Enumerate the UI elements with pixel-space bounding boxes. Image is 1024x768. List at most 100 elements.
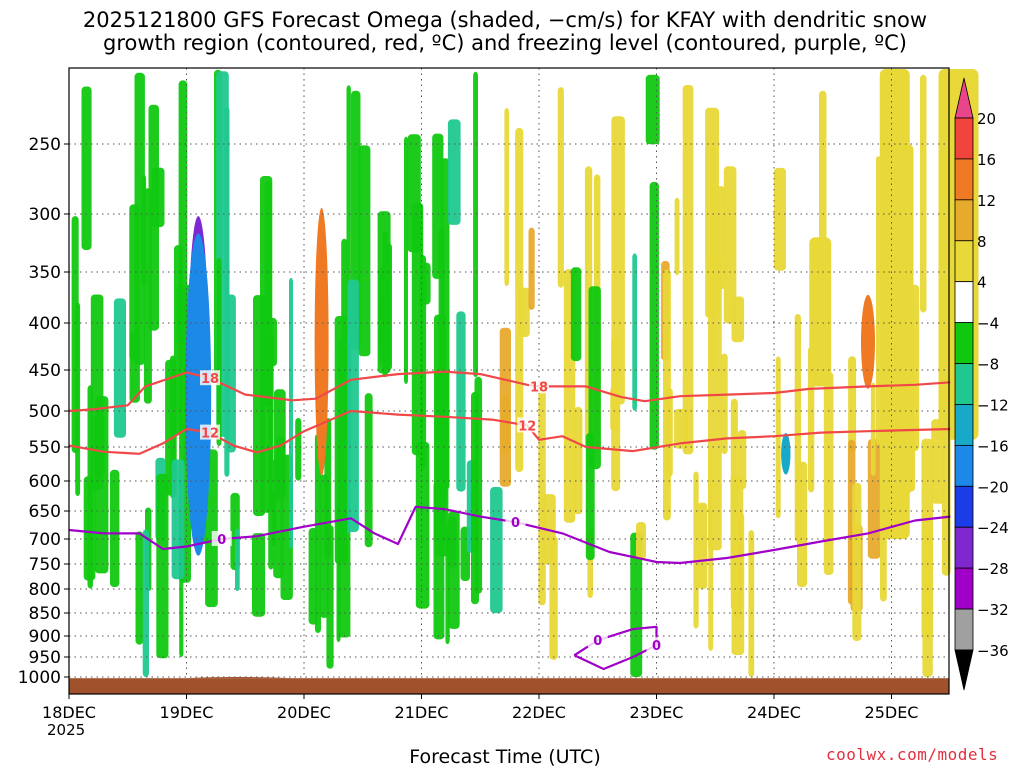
colorbar-label: −8 [977, 356, 999, 374]
omega-streak [216, 257, 222, 447]
colorbar-label: −12 [977, 396, 1009, 414]
omega-streak [697, 502, 708, 590]
y-tick-label: 250 [29, 135, 61, 155]
omega-streak [920, 74, 927, 313]
contour-line [68, 409, 951, 455]
omega-streak [377, 211, 391, 374]
colorbar-segment [954, 322, 974, 364]
omega-streak [490, 487, 503, 614]
omega-streak [364, 393, 373, 548]
omega-streak [264, 181, 272, 407]
omega-streak [649, 181, 659, 450]
omega-streak [921, 438, 933, 638]
omega-streak [473, 71, 478, 378]
contour-label: 18 [201, 372, 219, 387]
omega-streak [693, 471, 699, 629]
colorbar-segment [954, 567, 974, 610]
omega-streak [723, 166, 737, 324]
colorbar-segment [954, 240, 974, 283]
year-label: 2025 [47, 721, 86, 739]
omega-streak [518, 287, 530, 337]
omega-streak [499, 327, 511, 487]
contour-label: 0 [217, 533, 226, 548]
omega-streak [632, 253, 638, 411]
omega-streak [708, 256, 722, 551]
colorbar-segment [954, 526, 974, 569]
x-tick-label: 25DEC [865, 703, 919, 722]
colorbar-segment [954, 444, 974, 487]
omega-streak [645, 74, 660, 145]
omega-streak [81, 86, 92, 250]
y-tick-label: 600 [29, 472, 61, 492]
y-tick-label: 350 [29, 263, 61, 283]
omega-streak [557, 87, 564, 288]
contour-label: 0 [511, 516, 520, 531]
omega-streak [295, 418, 302, 481]
colorbar-label: −28 [977, 560, 1009, 578]
omega-streak [289, 277, 293, 549]
contour-label: 12 [518, 419, 536, 434]
omega-streak [748, 530, 755, 677]
colorbar-label: −36 [977, 642, 1009, 660]
colorbar-arrow-bottom [954, 649, 974, 691]
contour-lines: 18 18 12 12 0 0 0 0 [68, 370, 951, 671]
omega-streak [794, 314, 801, 543]
x-tick-label: 21DEC [395, 703, 449, 722]
colorbar-label: 12 [977, 192, 996, 210]
omega-streak [674, 197, 680, 276]
omega-streak [347, 279, 359, 532]
omega-streak [445, 525, 450, 645]
omega-streak [93, 414, 105, 476]
omega-streak [528, 227, 535, 310]
y-tick-label: 400 [29, 314, 61, 334]
terrain-strip [69, 677, 949, 694]
colorbar-label: −32 [977, 601, 1009, 619]
omega-streak [433, 481, 445, 640]
y-tick-label: 900 [29, 627, 61, 647]
omega-streak [573, 407, 583, 515]
credit-link[interactable]: coolwx.com/models [826, 745, 999, 764]
y-tick-label: 1000 [18, 668, 61, 688]
omega-streak [682, 85, 694, 455]
colorbar-label: −4 [977, 315, 999, 333]
colorbar-label: 16 [977, 151, 996, 169]
contour-label-bg [211, 531, 232, 546]
omega-streak [113, 298, 126, 438]
contour-label: 0 [593, 634, 602, 649]
omega-streak [447, 119, 461, 225]
y-tick-label: 700 [29, 530, 61, 550]
y-tick-label: 850 [29, 604, 61, 624]
omega-streak [171, 459, 185, 580]
omega-blob [185, 233, 212, 556]
omega-streak [611, 337, 621, 492]
omega-streak [852, 483, 862, 641]
colorbar-label: −16 [977, 437, 1009, 455]
omega-streak [474, 376, 483, 594]
omega-streak [636, 522, 646, 560]
omega-streak [549, 536, 558, 660]
omega-streak [419, 255, 427, 469]
omega-streak [326, 525, 334, 669]
omega-streak [135, 531, 144, 645]
colorbar-label: 20 [977, 110, 996, 128]
omega-streak [456, 311, 466, 492]
colorbar-segment [954, 117, 974, 160]
omega-streak [848, 356, 857, 453]
contour-line [573, 625, 658, 671]
contour-label-bg [529, 378, 549, 394]
y-tick-label: 450 [29, 361, 61, 381]
omega-streak [588, 286, 601, 470]
colorbar: 20 16 12 8 4 −4 −8 −12 −16 −20 −24 −28 −32 −36 [954, 77, 1009, 691]
y-tick-label: 650 [29, 502, 61, 522]
omega-streak [504, 108, 509, 287]
colorbar-segment [954, 485, 974, 528]
plot-frame [68, 67, 950, 695]
x-tick-label: 18DEC [42, 703, 96, 722]
omega-streak [415, 441, 430, 609]
contour-line [68, 505, 951, 565]
y-tick-label: 950 [29, 648, 61, 668]
colorbar-label: 8 [977, 233, 987, 251]
omega-streak [134, 72, 145, 366]
colorbar-segment [954, 608, 974, 651]
